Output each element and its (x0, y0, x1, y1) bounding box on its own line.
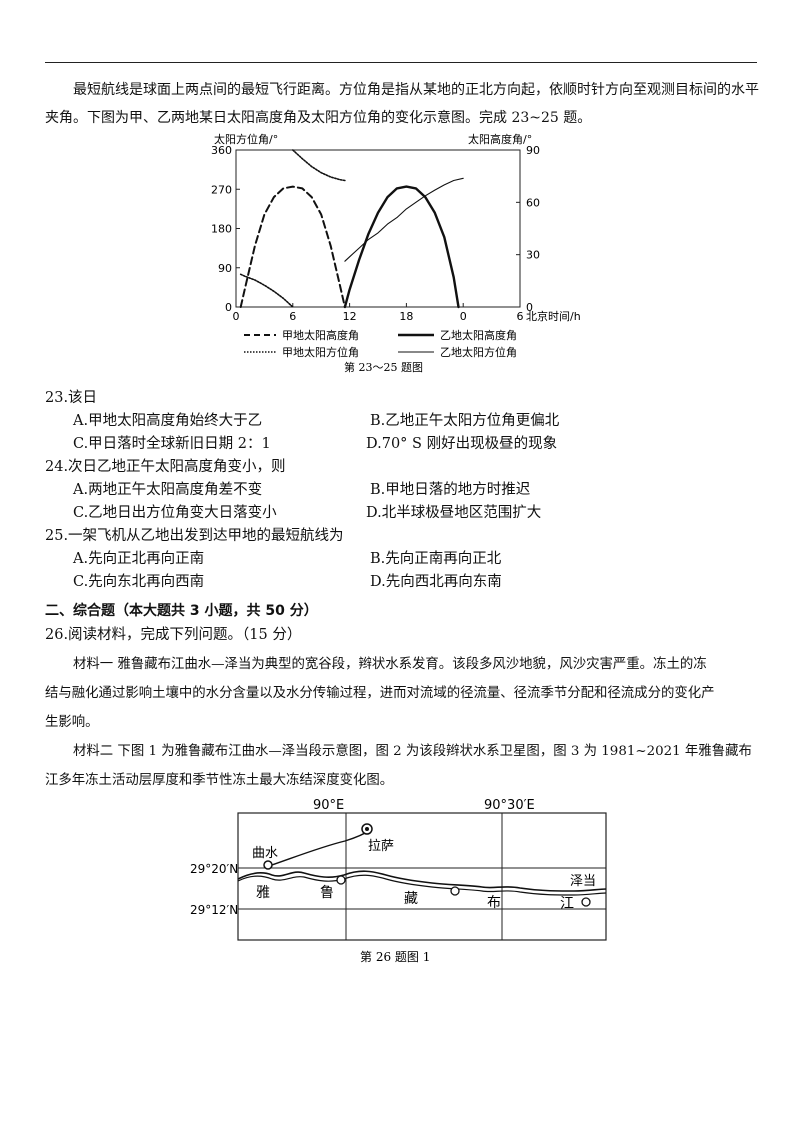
x-tick-label: 6 (517, 310, 524, 323)
right-tick-label: 60 (526, 196, 540, 209)
legend-yi-az: 乙地太阳方位角 (440, 345, 517, 359)
left-tick-label: 0 (225, 301, 232, 314)
left-tick-label: 90 (218, 262, 232, 275)
x-tick-label: 6 (289, 310, 296, 323)
right-tick-label: 90 (526, 144, 540, 157)
q26-material-2-line-2: 江多年冻土活动层厚度和季节性冻土最大冻结深度变化图。 (45, 773, 394, 788)
q25-option-c: C.先向东北再向西南 (73, 574, 205, 590)
map-frame (237, 812, 607, 941)
top-rule (45, 62, 757, 63)
x-tick-label: 0 (460, 310, 467, 323)
q23-stem: 23.该日 (45, 390, 98, 406)
lat-label-29-20n: 29°20′N (190, 862, 238, 876)
left-tick-label: 270 (211, 183, 232, 196)
lon-label-90e: 90°E (313, 798, 344, 813)
q23-option-b: B.乙地正午太阳方位角更偏北 (370, 413, 560, 429)
q25-option-b: B.先向正南再向正北 (370, 551, 502, 567)
q24-stem: 24.次日乙地正午太阳高度角变小，则 (45, 459, 286, 475)
right-axis-label: 太阳高度角/° (468, 132, 532, 146)
river-char-lu: 鲁 (320, 885, 334, 901)
zedang-marker (581, 897, 591, 907)
river-char-bu: 布 (487, 895, 501, 911)
town-marker-1 (336, 875, 346, 885)
series-line-2 (292, 149, 346, 182)
intro-line-2: 夹角。下图为甲、乙两地某日太阳高度角及太阳方位角的变化示意图。完成 23~25 … (45, 110, 592, 126)
x-tick-label: 0 (233, 310, 240, 323)
sun-angle-chart: 太阳方位角/° 太阳高度角/° 北京时间/h 36027018090090603… (211, 132, 581, 374)
left-tick-label: 360 (211, 144, 232, 157)
zedang-label: 泽当 (570, 874, 596, 889)
q23-option-d: D.70° S 刚好出现极昼的现象 (366, 436, 558, 452)
series-line-4 (344, 177, 464, 262)
right-tick-label: 0 (526, 301, 533, 314)
river-char-jiang: 江 (560, 896, 574, 912)
q23-option-c: C.甲日落时全球新旧日期 2：1 (73, 436, 271, 452)
left-tick-label: 180 (211, 223, 232, 236)
series-line-3 (343, 185, 460, 309)
q26-material-2-line-1: 材料二 下图 1 为雅鲁藏布江曲水—泽当段示意图，图 2 为该段辫状水系卫星图，… (73, 744, 752, 759)
series-line-1 (239, 273, 294, 308)
left-axis-label: 太阳方位角/° (214, 132, 278, 146)
town-marker-2 (450, 886, 460, 896)
legend-jia-az: 甲地太阳方位角 (282, 345, 359, 359)
q23-option-a: A.甲地太阳高度角始终大于乙 (73, 413, 263, 429)
q24-option-b: B.甲地日落的地方时推迟 (370, 482, 531, 498)
lhasa-marker-dot (365, 827, 369, 831)
q25-option-d: D.先向西北再向东南 (370, 574, 502, 590)
q26-stem: 26.阅读材料，完成下列问题。（15 分） (45, 627, 302, 643)
lat-label-29-12n: 29°12′N (190, 903, 238, 917)
lhasa-label: 拉萨 (368, 839, 394, 854)
right-tick-label: 30 (526, 249, 540, 262)
q26-material-1-line-3: 生影响。 (45, 715, 99, 730)
legend-jia-alt: 甲地太阳高度角 (282, 328, 359, 342)
chart-plot-frame (235, 149, 521, 308)
x-tick-label: 12 (343, 310, 357, 323)
river-char-ya: 雅 (256, 885, 270, 901)
qushui-label: 曲水 (252, 846, 278, 861)
series-line-0 (239, 185, 346, 308)
map-caption: 第 26 题图 1 (360, 950, 430, 964)
q26-material-1-line-2: 结与融化通过影响土壤中的水分含量以及水分传输过程，进而对流域的径流量、径流季节分… (45, 686, 715, 701)
figure1-caption: 第 23～25 题图 (344, 360, 423, 374)
lhasa-river (265, 828, 373, 868)
qushui-marker (263, 860, 273, 870)
x-tick-label: 18 (399, 310, 413, 323)
q26-material-1-line-1: 材料一 雅鲁藏布江曲水—泽当为典型的宽谷段，辫状水系发育。该段多风沙地貌，风沙灾… (73, 657, 707, 672)
yarlung-river-north-bank (237, 870, 607, 892)
q25-option-a: A.先向正北再向正南 (73, 551, 205, 567)
q24-option-a: A.两地正午太阳高度角差不变 (73, 482, 263, 498)
x-axis-label: 北京时间/h (526, 309, 581, 323)
river-map: 90°E 90°30′E 29°20′N 29°12′N 曲水 拉萨 泽当 雅 … (190, 798, 607, 964)
q25-stem: 25.一架飞机从乙地出发到达甲地的最短航线为 (45, 528, 344, 544)
legend-yi-alt: 乙地太阳高度角 (440, 328, 517, 342)
section-2-heading: 二、综合题（本大题共 3 小题，共 50 分） (45, 603, 318, 619)
q24-option-d: D.北半球极昼地区范围扩大 (366, 505, 542, 521)
lon-label-90-30e: 90°30′E (484, 798, 535, 813)
yarlung-river-south-bank (237, 874, 607, 896)
intro-line-1: 最短航线是球面上两点间的最短飞行距离。方位角是指从某地的正北方向起，依顺时针方向… (73, 82, 759, 98)
river-char-zang: 藏 (404, 891, 418, 907)
q24-option-c: C.乙地日出方位角变大日落变小 (73, 505, 277, 521)
